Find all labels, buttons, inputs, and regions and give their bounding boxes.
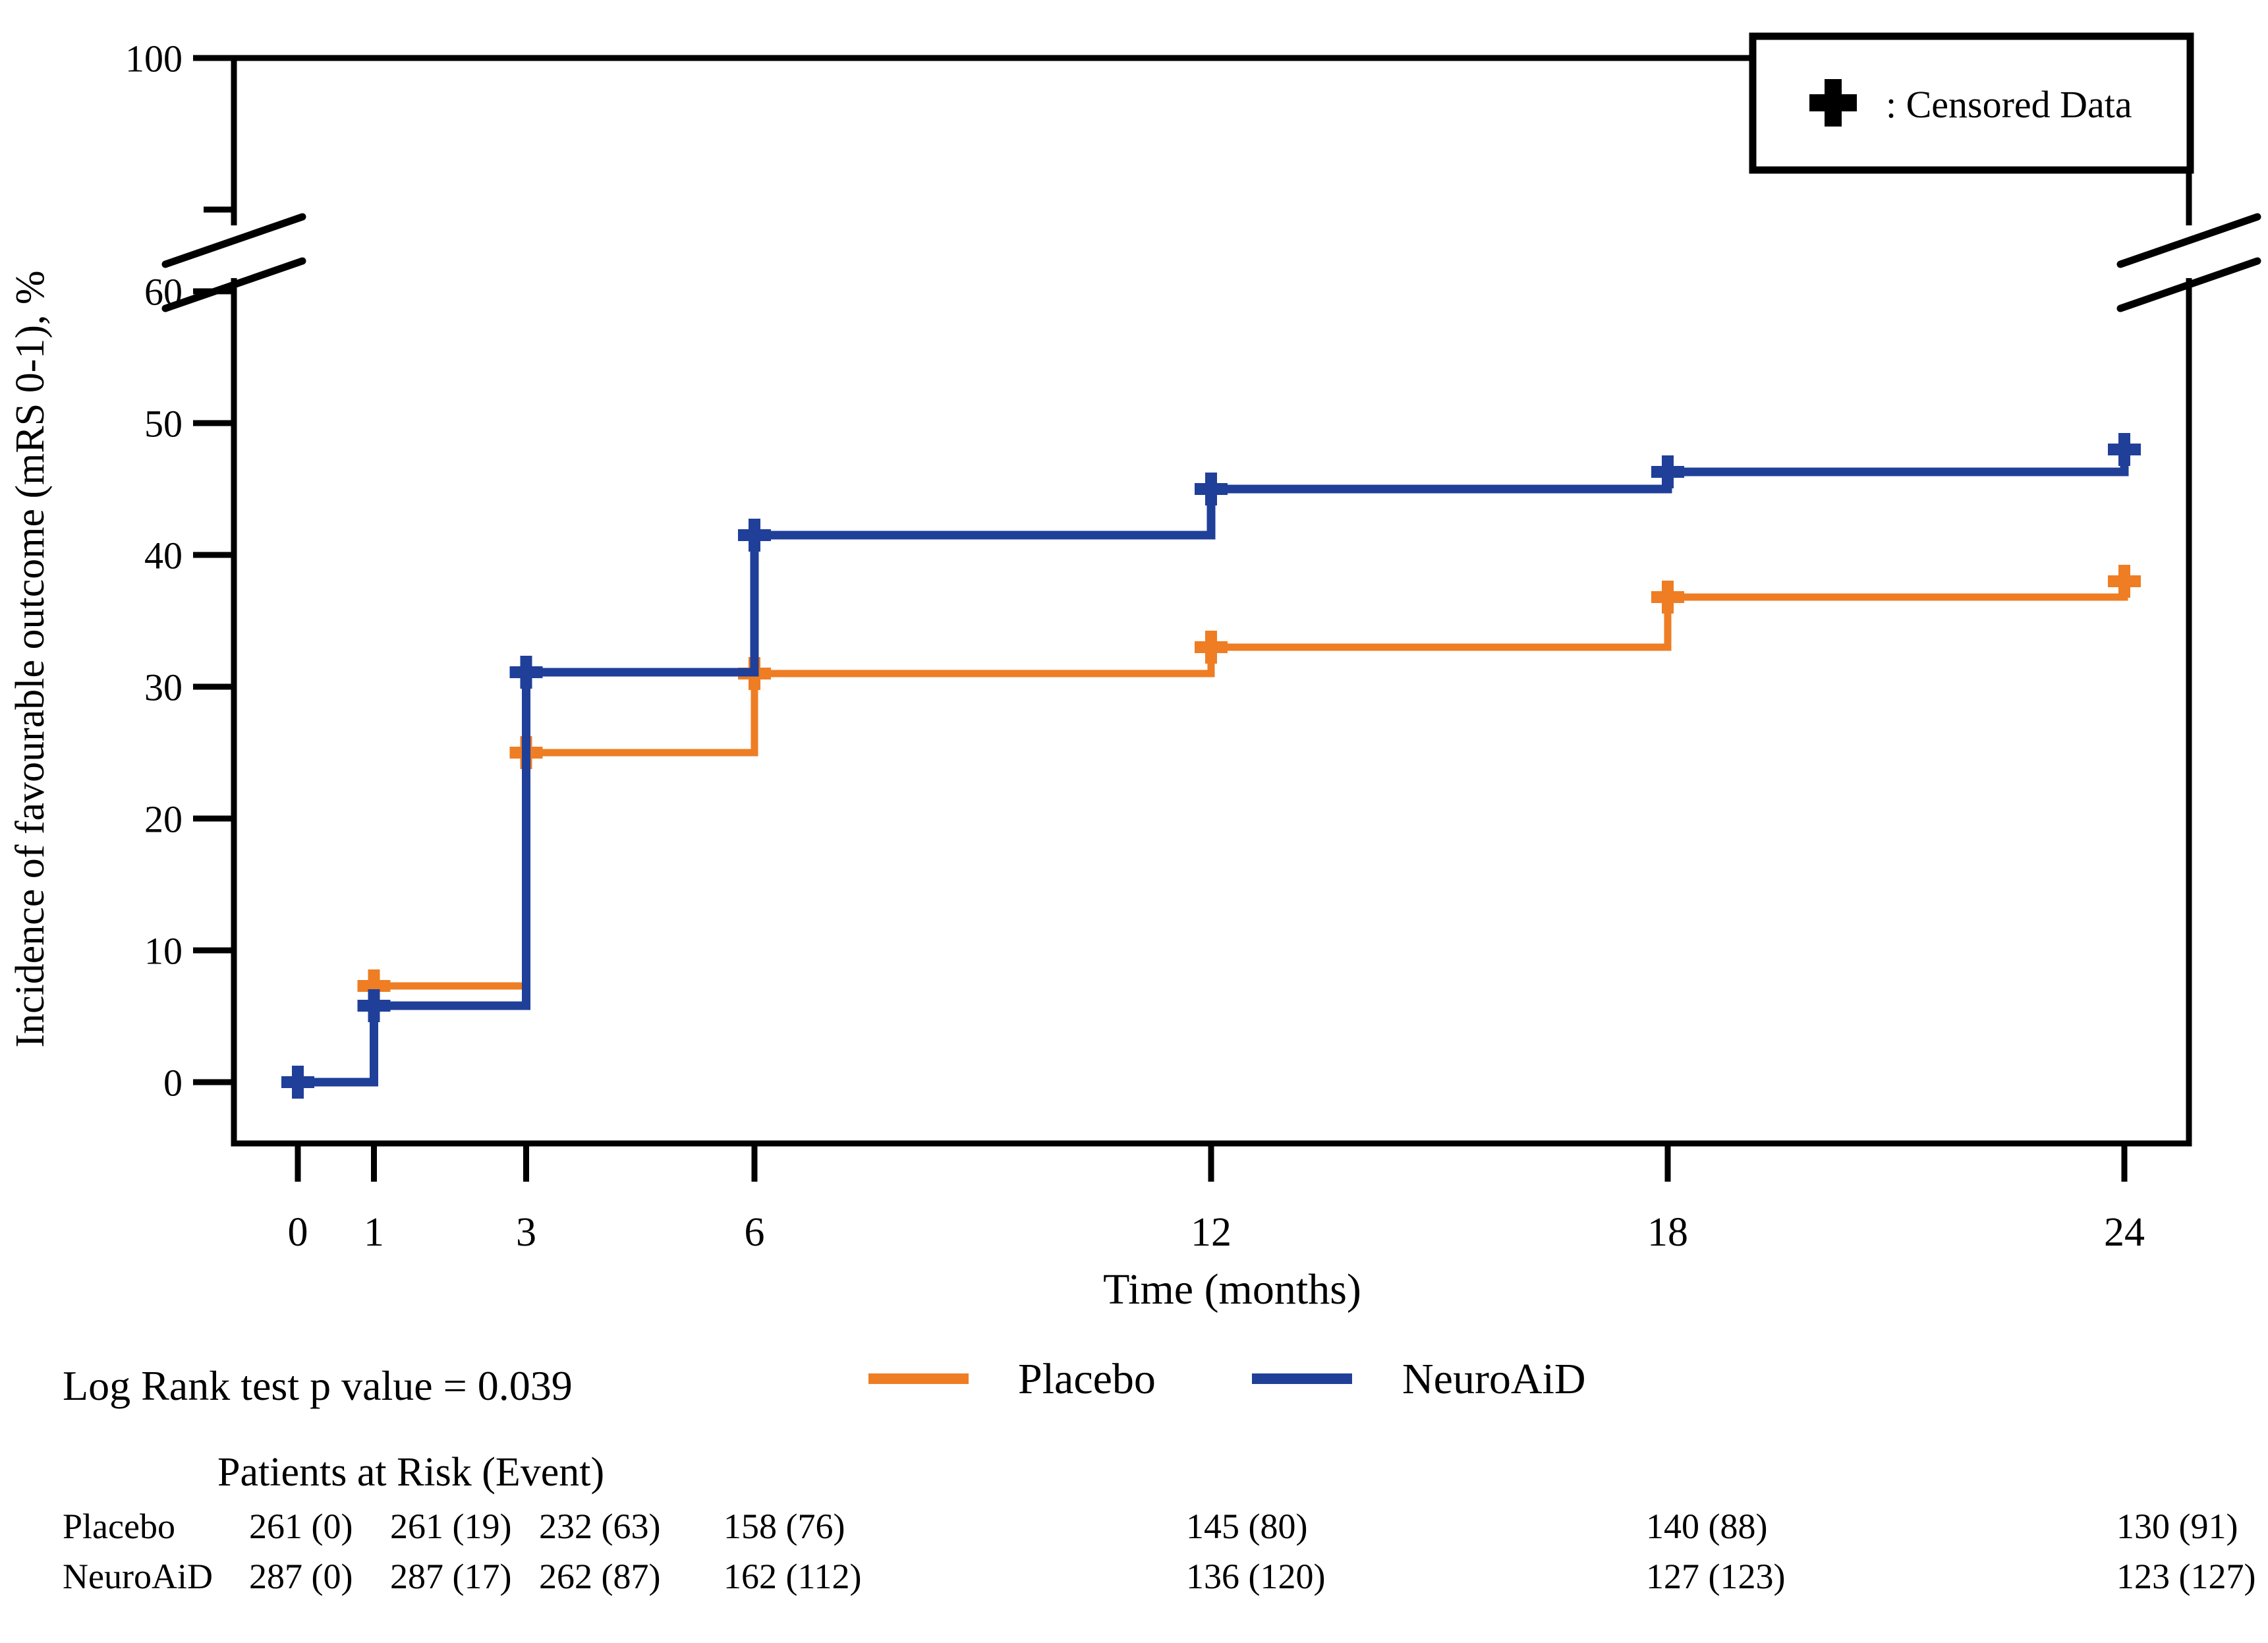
- axis-break-slash: [161, 213, 306, 268]
- placebo-legend-label: Placebo: [1018, 1355, 1156, 1403]
- risk-row-label: Placebo: [63, 1507, 175, 1546]
- series-legend: Placebo NeuroAiD: [868, 1355, 1586, 1403]
- neuroaid-step-curve: [298, 449, 2129, 1087]
- y-tick-label: 100: [125, 37, 183, 80]
- censored-legend-box: : Censored Data: [1749, 32, 2194, 174]
- risk-cell: 287 (0): [249, 1557, 353, 1596]
- neuroaid-censored-marker: [509, 656, 543, 689]
- y-tick-label: 20: [144, 797, 183, 840]
- log-rank-annotation: Log Rank test p value = 0.039: [63, 1362, 573, 1409]
- neuroaid-legend-label: NeuroAiD: [1402, 1355, 1586, 1403]
- risk-cell: 130 (91): [2116, 1507, 2238, 1546]
- axis-break-slash: [161, 257, 306, 312]
- x-tick-label: 6: [745, 1210, 765, 1255]
- risk-cell: 261 (0): [249, 1507, 353, 1546]
- x-tick-label: 3: [516, 1210, 536, 1255]
- risk-cell: 140 (88): [1646, 1507, 1767, 1546]
- censored-plus-icon: [1809, 79, 1857, 127]
- risk-cell: 145 (80): [1186, 1507, 1307, 1546]
- placebo-censored-marker: [1651, 581, 1684, 614]
- risk-cell: 261 (19): [390, 1507, 511, 1546]
- y-tick-label: 30: [144, 666, 183, 708]
- risk-table-title: Patients at Risk (Event): [217, 1450, 604, 1495]
- neuroaid-censored-marker: [357, 989, 391, 1022]
- neuroaid-censored-marker: [1195, 473, 1228, 505]
- x-tick-label: 24: [2104, 1210, 2145, 1255]
- x-tick-label: 0: [288, 1210, 308, 1255]
- risk-row-label: NeuroAiD: [63, 1557, 213, 1596]
- y-tick-label: 50: [144, 402, 183, 445]
- risk-cell: 136 (120): [1186, 1557, 1325, 1596]
- y-tick-label: 40: [144, 534, 183, 577]
- risk-cell: 232 (63): [539, 1507, 660, 1546]
- neuroaid-censored-marker: [2108, 433, 2141, 466]
- neuroaid-censored-marker: [1651, 455, 1684, 488]
- neuroaid-censored-marker: [281, 1066, 314, 1099]
- x-axis-title: Time (months): [1103, 1265, 1361, 1313]
- x-tick-label: 12: [1191, 1210, 1232, 1255]
- placebo-censored-marker: [357, 969, 391, 1002]
- axis-break-slash: [2116, 213, 2261, 268]
- y-tick-label: 0: [163, 1061, 183, 1104]
- axis-break-gap: [229, 225, 239, 278]
- risk-cell: 287 (17): [390, 1557, 511, 1596]
- x-tick-label: 1: [364, 1210, 384, 1255]
- axis-break-gap: [2184, 225, 2194, 278]
- x-tick-label: 18: [1647, 1210, 1688, 1255]
- censored-legend-label: : Censored Data: [1886, 83, 2132, 126]
- risk-cell: 162 (112): [723, 1557, 861, 1596]
- risk-cell: 123 (127): [2116, 1557, 2255, 1596]
- risk-cell: 127 (123): [1646, 1557, 1785, 1596]
- y-axis-title: Incidence of favourable outcome (mRS 0-1…: [8, 270, 53, 1047]
- risk-cell: 158 (76): [723, 1507, 845, 1546]
- placebo-censored-marker: [2108, 565, 2141, 598]
- placebo-censored-marker: [1195, 631, 1228, 664]
- axis-break-slash: [2116, 257, 2261, 312]
- risk-cell: 262 (87): [539, 1557, 660, 1596]
- neuroaid-censored-marker: [738, 519, 771, 552]
- y-tick-label: 10: [144, 929, 183, 972]
